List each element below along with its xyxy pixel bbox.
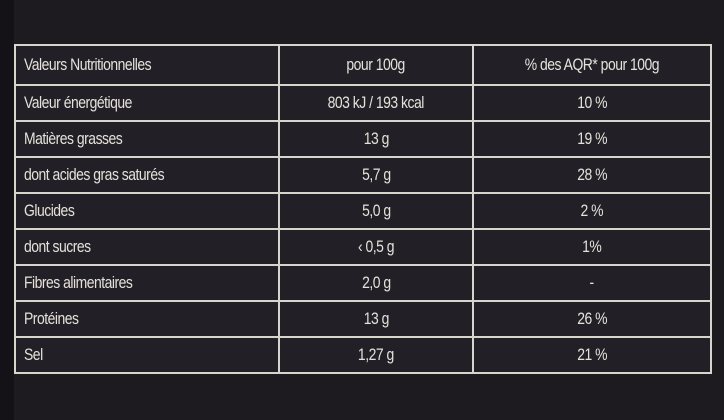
cell-text: Valeur énergétique: [24, 93, 132, 112]
cell-text: Glucides: [24, 201, 75, 220]
cell-text: ‹ 0,5 g: [357, 237, 395, 256]
cell-text: 10 %: [577, 93, 607, 112]
cell-text: 13 g: [363, 129, 389, 148]
cell-text: 21 %: [577, 345, 607, 364]
header-ri-percent-label: % des AQR* pour 100g: [524, 55, 660, 74]
cell-text: -: [589, 273, 595, 292]
header-ri-percent: % des AQR* pour 100g: [472, 44, 712, 86]
table-row: Sel 1,27 g 21 %: [14, 336, 712, 374]
cell-text: 803 kJ / 193 kcal: [327, 93, 425, 112]
nutrient-cell: Fibres alimentaires: [14, 264, 280, 302]
header-nutrient-label: Valeurs Nutritionnelles: [24, 55, 152, 74]
cell-text: dont acides gras saturés: [24, 165, 165, 184]
nutrient-cell: Matières grasses: [14, 120, 280, 158]
cell-text: Protéines: [24, 309, 79, 328]
package-edge: [0, 0, 14, 420]
cell-text: Fibres alimentaires: [24, 273, 133, 292]
table-row: Glucides 5,0 g 2 %: [14, 192, 712, 230]
table-row: Protéines 13 g 26 %: [14, 300, 712, 338]
table-row: Matières grasses 13 g 19 %: [14, 120, 712, 158]
header-per-100g-label: pour 100g: [346, 55, 406, 74]
nutrient-cell: Protéines: [14, 300, 280, 338]
cell-text: 19 %: [577, 129, 607, 148]
nutrient-cell: Sel: [14, 336, 280, 374]
per-100g-cell: 5,0 g: [278, 192, 474, 230]
ri-percent-cell: 10 %: [472, 84, 712, 122]
cell-text: dont sucres: [24, 237, 91, 256]
per-100g-cell: 5,7 g: [278, 156, 474, 194]
per-100g-cell: 803 kJ / 193 kcal: [278, 84, 474, 122]
cell-text: 26 %: [577, 309, 607, 328]
nutrition-table: Valeurs Nutritionnelles pour 100g % des …: [14, 44, 712, 374]
nutrient-cell: dont sucres: [14, 228, 280, 266]
cell-text: Sel: [24, 345, 43, 364]
nutrient-cell: dont acides gras saturés: [14, 156, 280, 194]
ri-percent-cell: 21 %: [472, 336, 712, 374]
ri-percent-cell: -: [472, 264, 712, 302]
ri-percent-cell: 1%: [472, 228, 712, 266]
ri-percent-cell: 26 %: [472, 300, 712, 338]
cell-text: 5,0 g: [361, 201, 391, 220]
cell-text: 2 %: [580, 201, 604, 220]
cell-text: 2,0 g: [361, 273, 391, 292]
ri-percent-cell: 2 %: [472, 192, 712, 230]
cell-text: 13 g: [363, 309, 389, 328]
cell-text: 1%: [582, 237, 602, 256]
table-row: dont sucres ‹ 0,5 g 1%: [14, 228, 712, 266]
header-per-100g: pour 100g: [278, 44, 474, 86]
per-100g-cell: 13 g: [278, 120, 474, 158]
table-header-row: Valeurs Nutritionnelles pour 100g % des …: [14, 44, 712, 86]
ri-percent-cell: 19 %: [472, 120, 712, 158]
cell-text: 1,27 g: [358, 345, 394, 364]
per-100g-cell: ‹ 0,5 g: [278, 228, 474, 266]
table-row: dont acides gras saturés 5,7 g 28 %: [14, 156, 712, 194]
per-100g-cell: 13 g: [278, 300, 474, 338]
per-100g-cell: 2,0 g: [278, 264, 474, 302]
ri-percent-cell: 28 %: [472, 156, 712, 194]
nutrient-cell: Glucides: [14, 192, 280, 230]
cell-text: Matières grasses: [24, 129, 123, 148]
nutrient-cell: Valeur énergétique: [14, 84, 280, 122]
table-row: Fibres alimentaires 2,0 g -: [14, 264, 712, 302]
cell-text: 28 %: [577, 165, 607, 184]
table-row: Valeur énergétique 803 kJ / 193 kcal 10 %: [14, 84, 712, 122]
per-100g-cell: 1,27 g: [278, 336, 474, 374]
header-nutrient: Valeurs Nutritionnelles: [14, 44, 280, 86]
cell-text: 5,7 g: [361, 165, 391, 184]
